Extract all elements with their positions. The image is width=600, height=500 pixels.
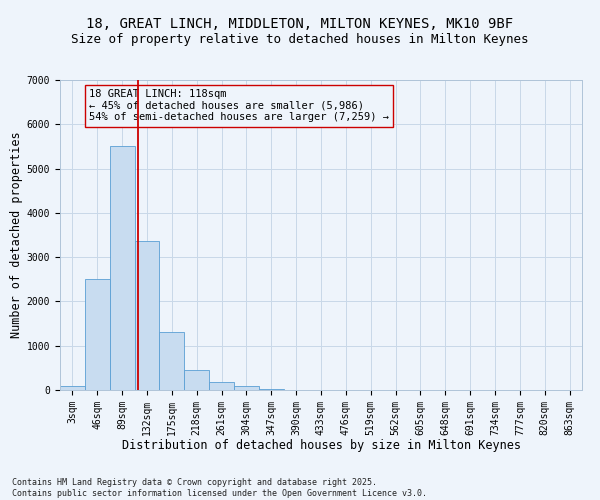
Text: Contains HM Land Registry data © Crown copyright and database right 2025.
Contai: Contains HM Land Registry data © Crown c…	[12, 478, 427, 498]
Text: Size of property relative to detached houses in Milton Keynes: Size of property relative to detached ho…	[71, 32, 529, 46]
X-axis label: Distribution of detached houses by size in Milton Keynes: Distribution of detached houses by size …	[121, 439, 521, 452]
Bar	[85, 280, 110, 390]
Bar	[234, 386, 259, 390]
Y-axis label: Number of detached properties: Number of detached properties	[10, 132, 23, 338]
Bar	[160, 332, 184, 390]
Bar	[110, 146, 134, 390]
Bar	[60, 386, 85, 390]
Bar	[184, 370, 209, 390]
Text: 18 GREAT LINCH: 118sqm
← 45% of detached houses are smaller (5,986)
54% of semi-: 18 GREAT LINCH: 118sqm ← 45% of detached…	[89, 90, 389, 122]
Text: 18, GREAT LINCH, MIDDLETON, MILTON KEYNES, MK10 9BF: 18, GREAT LINCH, MIDDLETON, MILTON KEYNE…	[86, 18, 514, 32]
Bar	[209, 382, 234, 390]
Bar	[259, 388, 284, 390]
Bar	[134, 241, 160, 390]
